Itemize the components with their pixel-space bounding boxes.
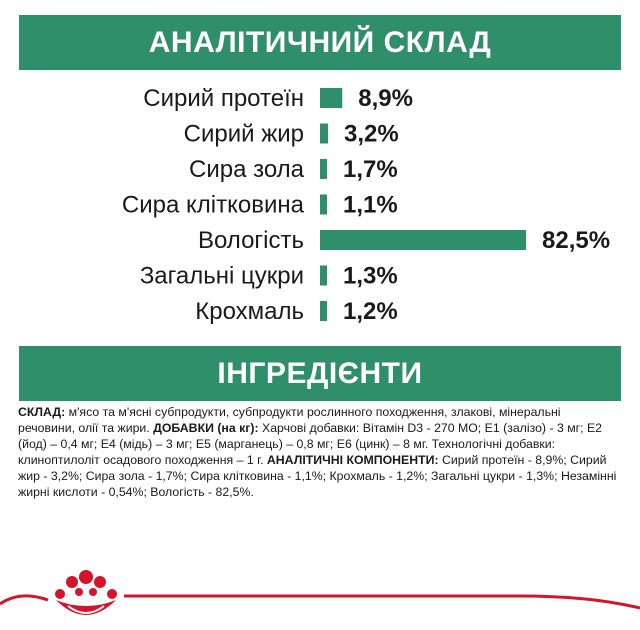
category-label: Сира зола [189,156,305,183]
bar [320,194,327,215]
analytical-components-body: Сирий протеїн - 8,9%; Сирий жир - 3,2%; … [18,453,617,499]
bar [320,159,327,179]
bar [320,88,343,108]
value-label: 1,2% [343,298,398,325]
footer-wave-right [124,594,640,610]
bar [320,123,328,144]
value-label: 82,5% [542,227,610,254]
category-label: Сирий протеїн [143,85,304,112]
brand-footer [0,570,640,615]
value-label: 1,1% [343,192,398,219]
analytical-components-label: АНАЛІТИЧНІ КОМПОНЕНТИ: [266,453,439,467]
category-label: Сирий жир [184,121,304,148]
composition-bar-chart: Сирий протеїн 8,9% Сирий жир 3,2% Сира зола 1… [122,85,610,325]
additives-body: Харчові добавки: Вітамін D3 - 270 МО; Е1… [18,421,603,467]
composition-text: СКЛАД: м'ясо та м'ясні субпродукти, субп… [18,404,618,500]
bar [320,301,327,321]
value-label: 8,9% [358,85,413,112]
category-label: Крохмаль [195,298,304,325]
footer-wave-left [0,594,49,606]
composition-body: м'ясо та м'ясні субпродукти, субпродукти… [18,405,561,435]
additives-label: ДОБАВКИ (на кг): [153,421,259,435]
value-label: 1,3% [343,263,398,290]
bar [320,265,327,286]
value-label: 3,2% [344,121,399,148]
ingredients-heading: ІНГРЕДІЄНТИ [19,346,621,401]
royal-canin-crown-logo [55,570,117,615]
category-label: Вологість [198,227,304,254]
composition-label: СКЛАД: [18,405,66,419]
value-label: 1,7% [343,156,398,183]
bar [320,230,526,250]
category-label: Загальні цукри [140,263,304,290]
analysis-heading: АНАЛІТИЧНИЙ СКЛАД [19,15,621,70]
category-label: Сира клітковина [122,192,305,219]
